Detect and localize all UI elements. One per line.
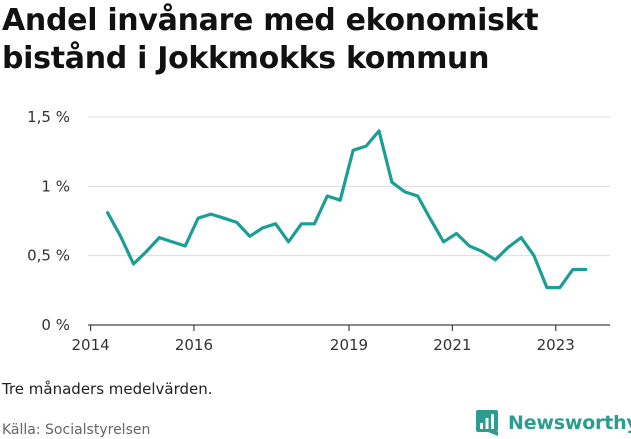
series-line xyxy=(105,129,588,290)
x-tick-label: 2021 xyxy=(433,336,471,354)
source-text: Källa: Socialstyrelsen xyxy=(2,422,151,438)
chart-note: Tre månaders medelvärden. xyxy=(2,380,213,398)
x-tick-label: 2016 xyxy=(175,336,213,354)
y-tick-label: 1,5 % xyxy=(27,108,70,126)
x-tick-label: 2023 xyxy=(537,336,575,354)
newsworthy-logo-icon xyxy=(476,410,498,436)
brand-name: Newsworthy xyxy=(508,412,631,434)
line-chart: 0 % 0,5 % 1 % 1,5 % 2014 2016 2019 2021 2023 xyxy=(27,108,610,354)
y-tick-label: 0 % xyxy=(41,316,70,334)
series-group xyxy=(105,129,588,290)
brand-logo[interactable]: Newsworthy xyxy=(476,409,631,437)
y-tick-label: 0,5 % xyxy=(27,247,70,265)
chart-title: Andel invånare med ekonomiskt bistånd i … xyxy=(2,3,539,76)
x-tick-label: 2014 xyxy=(71,336,109,354)
grid-lines xyxy=(88,116,610,326)
y-axis: 0 % 0,5 % 1 % 1,5 % xyxy=(27,108,70,334)
x-axis: 2014 2016 2019 2021 2023 xyxy=(71,325,575,354)
y-tick-label: 1 % xyxy=(41,177,70,195)
x-tick-label: 2019 xyxy=(330,336,368,354)
